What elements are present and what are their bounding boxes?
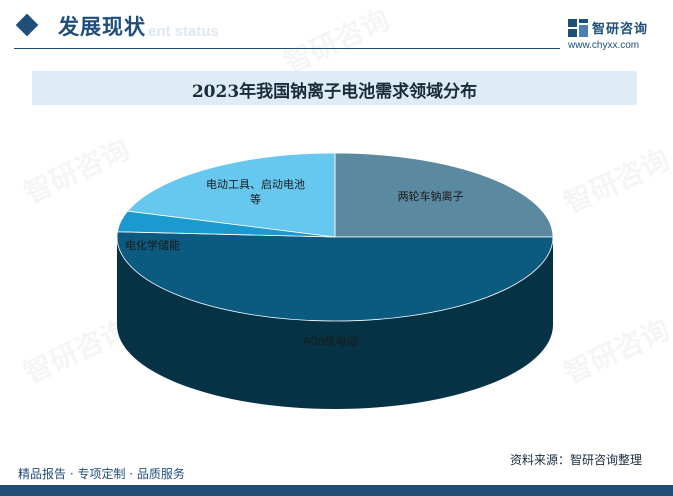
- pie-slice-3: [126, 152, 336, 238]
- logo-name: 智研咨询: [592, 22, 649, 37]
- slice-label-0: 两轮车钠离子: [398, 189, 464, 203]
- section-title: 发展现状: [58, 15, 146, 39]
- section-subtitle: ent status: [148, 23, 219, 40]
- pie-slice-1: [116, 231, 554, 322]
- slice-label-2: 电化学储能: [125, 238, 180, 252]
- slice-label-3-line-1: 等: [250, 192, 261, 206]
- section-header: ent status 发展现状 智研咨询 www.chyxx.com: [0, 0, 673, 52]
- logo-icon: [568, 19, 588, 37]
- header-divider: [14, 48, 560, 49]
- pie-top: [116, 152, 554, 322]
- chart-title: 2023年我国钠离子电池需求领域分布: [191, 82, 478, 102]
- logo-url: www.chyxx.com: [568, 40, 640, 51]
- pie-side: [117, 237, 553, 409]
- chart-title-box: 2023年我国钠离子电池需求领域分布: [32, 71, 637, 105]
- footer-bar: [0, 485, 673, 496]
- source-note: 资料来源：智研咨询整理: [510, 453, 643, 467]
- pie-slice-0: [334, 152, 554, 238]
- pie-side-1: [117, 237, 553, 409]
- slice-label-1: A00级电动: [303, 335, 358, 348]
- footer-services: 精品报告 · 专项定制 · 品质服务: [18, 467, 185, 481]
- slice-label-3-line-0: 电动工具、启动电池: [206, 178, 305, 191]
